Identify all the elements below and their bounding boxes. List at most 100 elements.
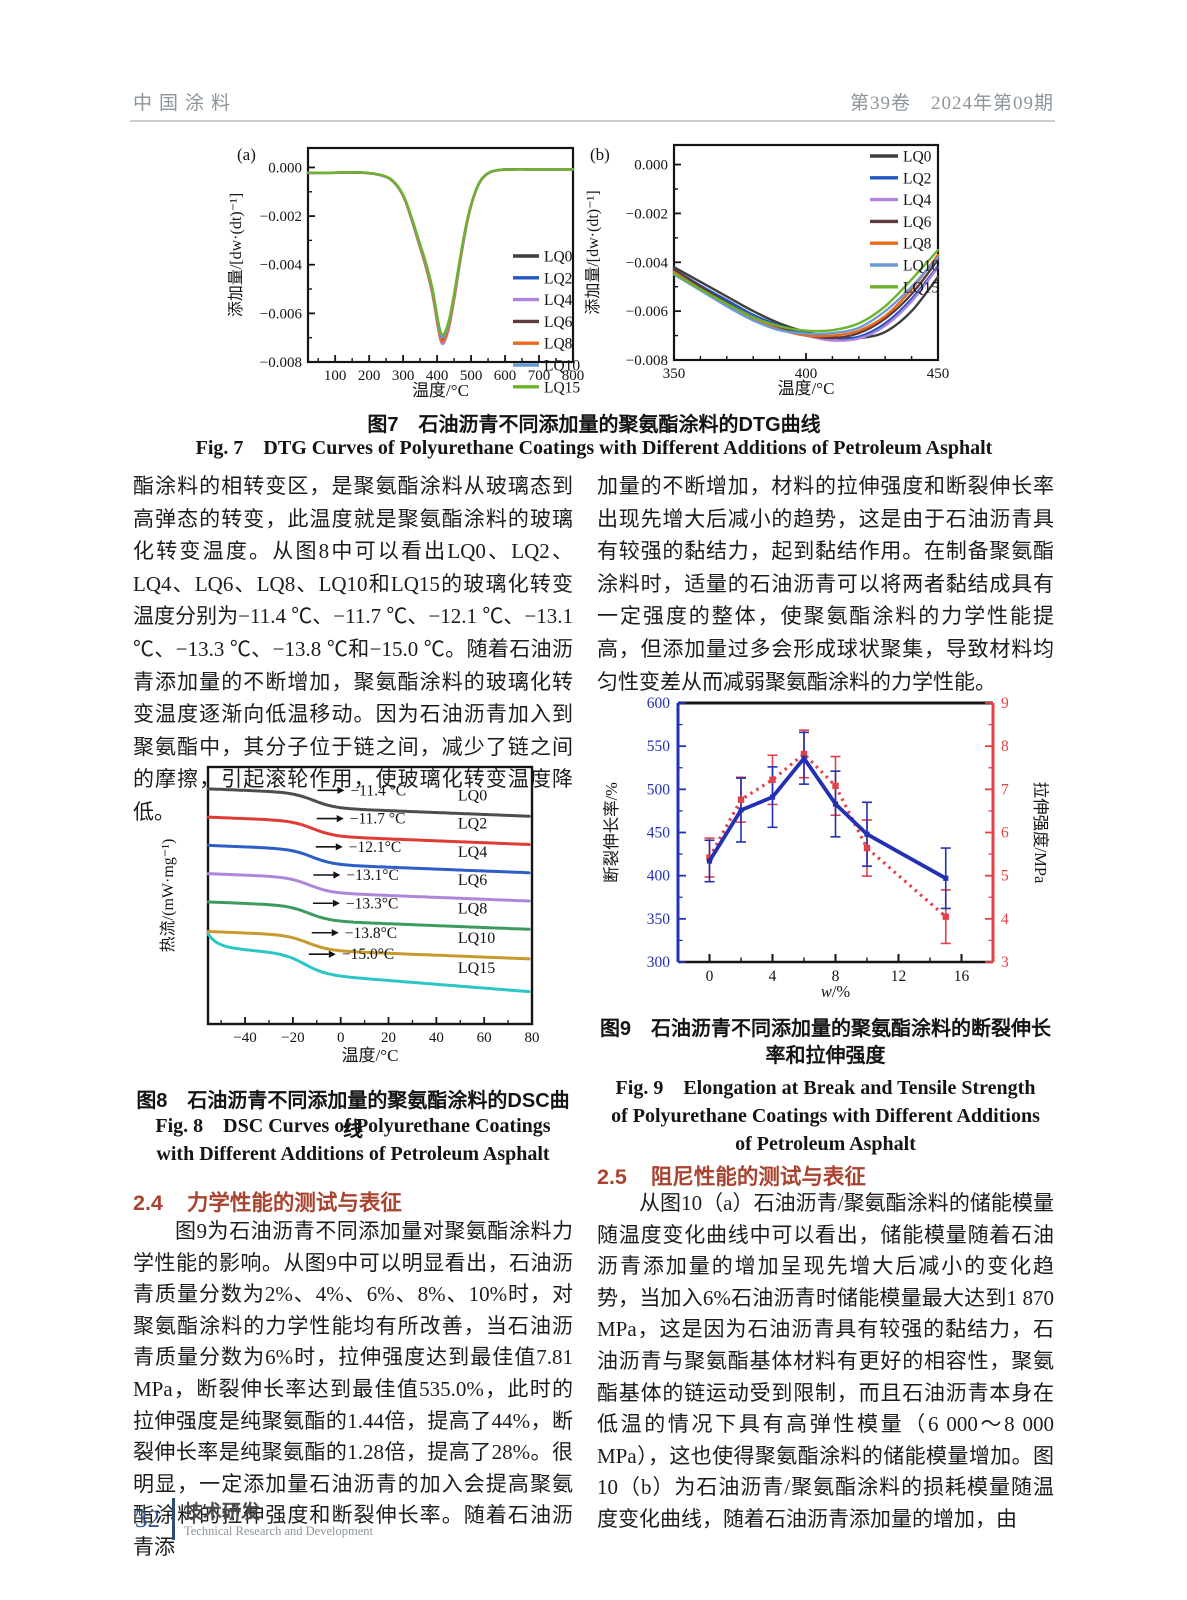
figure8-dsc-chart: −40 −20 0 20 40 60 80 温度/°C 热流/(mW·mg⁻¹) −11.4 °C… — [143, 747, 583, 1084]
figure8-caption-en: Fig. 8 DSC Curves of Polyurethane Coatin… — [155, 1115, 551, 1165]
figure7-dtg-chart-b: 350 400 450 0.000 −0.002 −0.004 −0.006 −0.008 温度… — [578, 130, 970, 413]
figure9-caption-zh: 图9 石油沥青不同添加量的聚氨酯涂料的断裂伸长率和拉伸强度 — [599, 1018, 1052, 1067]
left-column-paragraph: 酯涂料的相转变区，是聚氨酯涂料从玻璃态到高弹态的转变，此温度就是聚氨酯涂料的玻璃… — [133, 474, 573, 824]
figure9-mechanical-chart: 300 350 400 450 500 550 600 3 4 5 6 7 8 9 0 4 8 12 16 断裂伸长率… — [597, 682, 1055, 1019]
svg-text:350: 350 — [647, 911, 671, 928]
header-rule — [130, 120, 1055, 122]
dsc-curve-LQ15 — [206, 932, 531, 994]
svg-text:5: 5 — [1001, 868, 1009, 885]
tg-label-LQ2: −11.7 °C — [350, 811, 406, 828]
legend-label-LQ2: LQ2 — [903, 170, 931, 187]
figure9-caption-en: Fig. 9 Elongation at Break and Tensile S… — [611, 1077, 1040, 1155]
tg-arrow-LQ10 — [331, 929, 339, 937]
dsc-curve-LQ2 — [206, 815, 531, 846]
svg-text:60: 60 — [477, 1030, 492, 1046]
legend-label-LQ0: LQ0 — [903, 149, 932, 166]
svg-text:350: 350 — [663, 366, 686, 382]
svg-text:800: 800 — [562, 368, 585, 384]
section-2-5-paragraph: 从图10（a）石油沥青/聚氨酯涂料的储能模量随温度变化曲线中可以看出，储能模量随… — [597, 1191, 1054, 1531]
legend-label-LQ10: LQ10 — [544, 358, 580, 375]
legend-label-LQ6: LQ6 — [544, 314, 573, 331]
svg-text:20: 20 — [381, 1030, 396, 1046]
tg-label-LQ10: −13.8°C — [345, 925, 397, 942]
svg-text:550: 550 — [647, 738, 671, 755]
svg-text:−0.004: −0.004 — [260, 258, 303, 274]
svg-text:600: 600 — [647, 695, 671, 712]
svg-text:温度/°C: 温度/°C — [412, 381, 469, 400]
tg-label-LQ4: −12.1°C — [349, 839, 401, 856]
figure7-caption-zh: 图7 石油沥青不同添加量的聚氨酯涂料的DTG曲线 — [367, 414, 821, 436]
tg-label-LQ0: −11.4 °C — [350, 782, 406, 799]
fig9mech-svg: 300 350 400 450 500 550 600 3 4 5 6 7 8 9 0 4 8 12 16 断裂伸长率… — [602, 695, 1050, 1001]
dsc-curve-LQ0 — [206, 787, 531, 818]
legend-label-LQ0: LQ0 — [544, 249, 573, 266]
svg-text:9: 9 — [1001, 695, 1009, 712]
right-column-paragraph: 加量的不断增加，材料的拉伸强度和断裂伸长率出现先增大后减小的趋势，这是由于石油沥… — [597, 474, 1054, 694]
tg-arrow-LQ4 — [335, 843, 343, 851]
legend-label-LQ6: LQ6 — [903, 214, 932, 231]
svg-text:拉伸强度/MPa: 拉伸强度/MPa — [1031, 782, 1050, 884]
svg-text:断裂伸长率/%: 断裂伸长率/% — [602, 782, 621, 883]
svg-text:500: 500 — [647, 781, 671, 798]
tg-arrow-LQ2 — [336, 814, 344, 823]
tg-label-LQ15: −15.0°C — [342, 946, 394, 963]
svg-text:−0.008: −0.008 — [260, 355, 302, 371]
svg-text:−0.004: −0.004 — [626, 255, 669, 271]
legend-label-LQ15: LQ15 — [903, 279, 939, 296]
svg-text:3: 3 — [1001, 954, 1009, 971]
svg-text:16: 16 — [954, 968, 970, 985]
figure7-caption-en: Fig. 7 DTG Curves of Polyurethane Coatin… — [195, 437, 993, 459]
curve-LQ10 — [672, 256, 940, 336]
svg-text:6: 6 — [1001, 825, 1009, 842]
dsc-series-label-LQ15: LQ15 — [458, 960, 495, 977]
tg-arrow-LQ15 — [328, 950, 336, 958]
footer-section-zh: 技术研发 — [184, 1502, 261, 1523]
dsc-series-label-LQ0: LQ0 — [458, 787, 487, 804]
svg-text:0: 0 — [706, 968, 714, 985]
svg-text:100: 100 — [324, 368, 347, 384]
legend-label-LQ4: LQ4 — [544, 292, 573, 309]
svg-text:−40: −40 — [233, 1030, 256, 1046]
svg-text:−0.002: −0.002 — [626, 206, 668, 222]
figure7-dtg-chart-a: 100 200 300 400 500 600 700 800 0.000 −0.002 −0.00… — [225, 130, 585, 413]
svg-text:添加量/[dw·(dt)⁻¹]: 添加量/[dw·(dt)⁻¹] — [227, 193, 245, 317]
tg-label-LQ8: −13.3°C — [346, 895, 398, 912]
legend-label-LQ8: LQ8 — [903, 236, 932, 253]
svg-text:40: 40 — [429, 1030, 444, 1046]
svg-text:600: 600 — [494, 368, 517, 384]
legend-label-LQ8: LQ8 — [544, 336, 573, 353]
svg-text:450: 450 — [927, 366, 950, 382]
section-2-4-number: 2.4 — [133, 1191, 163, 1215]
fig7b-svg: 350 400 450 0.000 −0.002 −0.004 −0.006 −0.008 温度… — [584, 143, 950, 398]
svg-text:(a): (a) — [237, 145, 256, 164]
dsc-curve-LQ10 — [206, 930, 531, 961]
svg-text:热流/(mW·mg⁻¹): 热流/(mW·mg⁻¹) — [159, 839, 177, 953]
legend-label-LQ2: LQ2 — [544, 270, 572, 287]
dsc-curve-LQ6 — [206, 872, 531, 903]
svg-text:0.000: 0.000 — [268, 160, 302, 176]
page-number: 32 — [135, 1506, 160, 1533]
curve-LQ0 — [306, 168, 575, 340]
svg-text:7: 7 — [1001, 781, 1009, 798]
svg-text:温度/°C: 温度/°C — [342, 1046, 399, 1065]
section-2-5-number: 2.5 — [597, 1165, 627, 1189]
svg-text:−0.008: −0.008 — [626, 353, 668, 369]
dsc-series-label-LQ2: LQ2 — [458, 816, 487, 833]
legend-label-LQ10: LQ10 — [903, 258, 939, 275]
fig7a-svg: 100 200 300 400 500 600 700 800 0.000 −0.002 −0.00… — [227, 145, 585, 400]
curve-LQ15 — [306, 168, 575, 337]
dsc-series-label-LQ6: LQ6 — [458, 872, 487, 889]
svg-text:(b): (b) — [590, 145, 610, 164]
section-2-4-paragraph: 图9为石油沥青不同添加量对聚氨酯涂料力学性能的影响。从图9中可以明显看出，石油沥… — [133, 1219, 573, 1559]
footer-section-en: Technical Research and Development — [184, 1524, 373, 1538]
svg-text:−0.002: −0.002 — [260, 209, 302, 225]
curve-LQ15 — [672, 248, 940, 333]
svg-text:温度/°C: 温度/°C — [778, 379, 835, 398]
svg-text:80: 80 — [525, 1030, 540, 1046]
dsc-series-label-LQ4: LQ4 — [458, 844, 487, 861]
svg-text:450: 450 — [647, 825, 671, 842]
tg-arrow-LQ6 — [333, 871, 341, 879]
svg-text:400: 400 — [795, 366, 818, 382]
svg-text:4: 4 — [769, 968, 777, 985]
dsc-series-label-LQ8: LQ8 — [458, 900, 487, 917]
